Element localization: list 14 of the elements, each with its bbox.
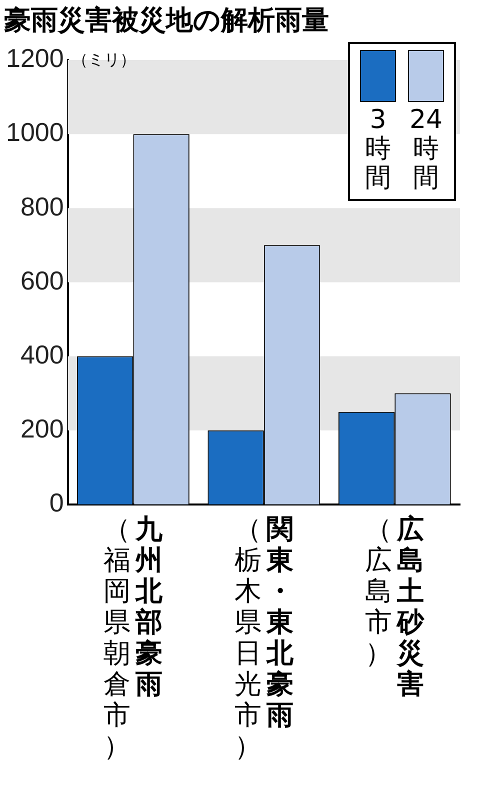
y-tick-label: 600 — [20, 265, 64, 296]
y-axis-title: （ミリ） — [72, 50, 136, 71]
category-label: 九州北部豪雨（福岡県朝倉市） — [104, 514, 163, 762]
y-tick-label: 200 — [20, 414, 64, 444]
y-tick-label: 1200 — [6, 43, 64, 74]
legend-label: 3時間 — [365, 105, 391, 193]
y-tick-label: 800 — [20, 191, 64, 222]
legend-label: 24時間 — [409, 105, 443, 193]
y-tick-label: 400 — [20, 339, 64, 370]
chart-title: 豪雨災害被災地の解析雨量 — [4, 4, 329, 38]
category-label: 関東・東北豪雨（栃木県日光市） — [234, 514, 294, 762]
y-tick-label: 0 — [49, 488, 64, 518]
y-tick-label: 1000 — [6, 117, 64, 148]
category-label: 広島土砂災害（広島市） — [365, 514, 424, 700]
